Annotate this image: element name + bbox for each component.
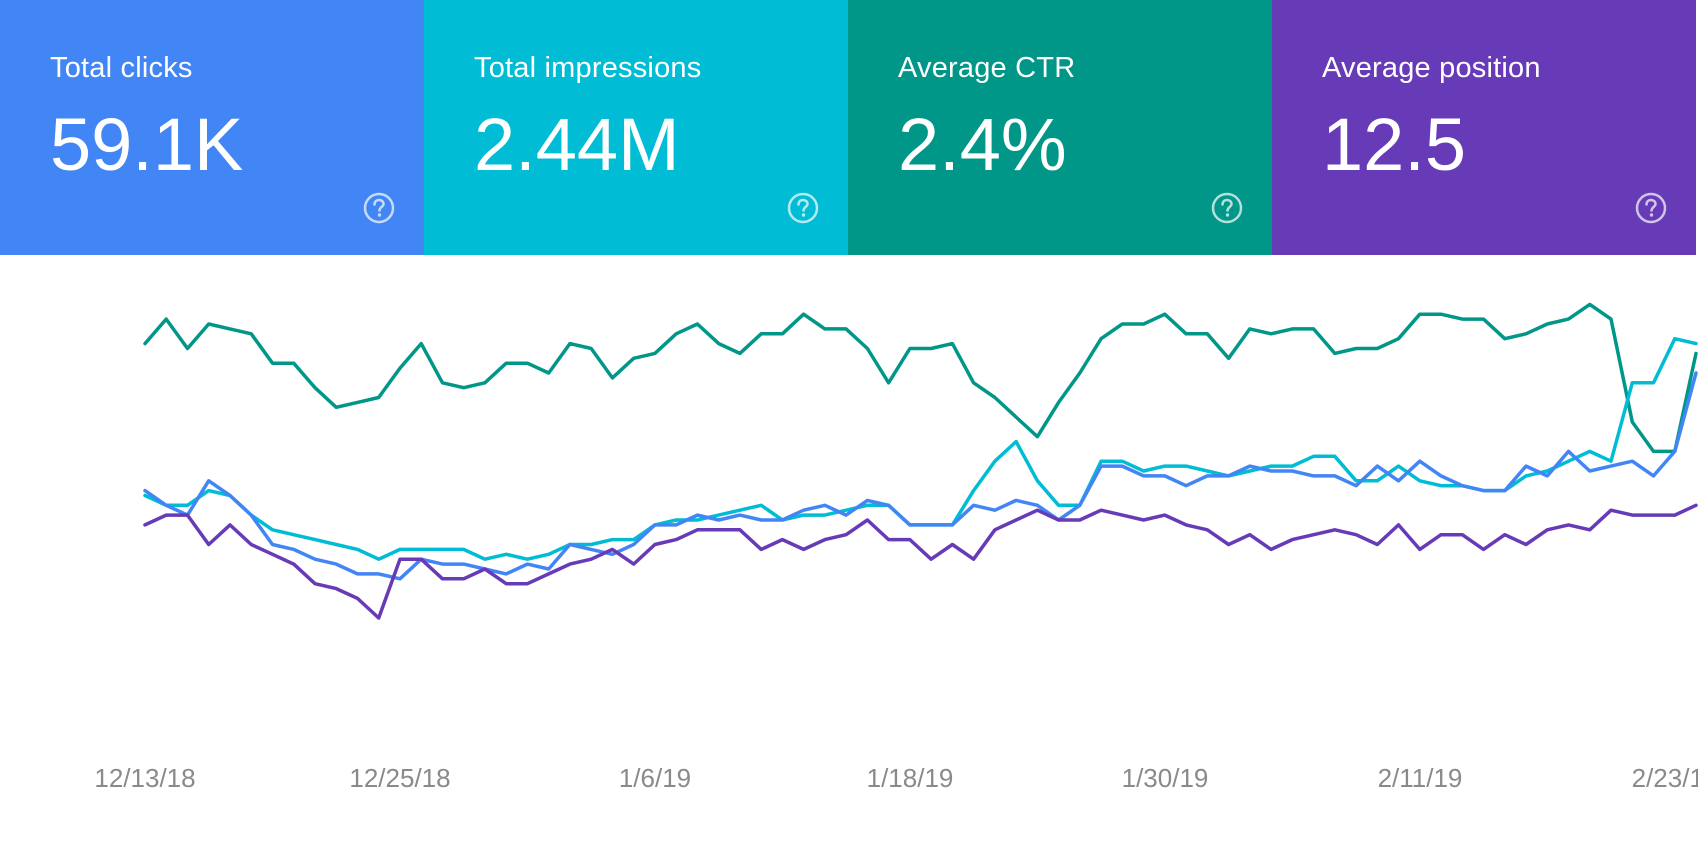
metric-cards: Total clicks 59.1K Total impressions 2.4… <box>0 0 1696 255</box>
help-circle-icon[interactable] <box>362 191 396 225</box>
x-tick-label: 2/23/19 <box>1632 763 1698 793</box>
series-line-average-ctr <box>143 302 1698 454</box>
help-circle-icon[interactable] <box>1210 191 1244 225</box>
card-value: 59.1K <box>50 103 244 186</box>
performance-chart[interactable]: 12/13/18 12/25/18 1/6/19 1/18/19 1/30/19 2/11… <box>0 255 1698 843</box>
card-label: Total clicks <box>50 52 193 84</box>
card-label: Total impressions <box>474 52 702 84</box>
x-tick-label: 1/30/19 <box>1122 763 1209 793</box>
card-value: 2.4% <box>898 103 1067 186</box>
help-circle-icon[interactable] <box>786 191 820 225</box>
card-label: Average position <box>1322 52 1541 84</box>
card-average-position[interactable]: Average position 12.5 <box>1272 0 1696 255</box>
card-average-ctr[interactable]: Average CTR 2.4% <box>848 0 1272 255</box>
help-circle-icon[interactable] <box>1634 191 1668 225</box>
x-tick-label: 12/25/18 <box>349 763 450 793</box>
performance-chart-svg: 12/13/18 12/25/18 1/6/19 1/18/19 1/30/19 2/11… <box>94 302 1698 793</box>
card-total-clicks[interactable]: Total clicks 59.1K <box>0 0 424 255</box>
x-tick-label: 2/11/19 <box>1378 763 1463 793</box>
series-line-total-clicks <box>143 371 1698 581</box>
card-value: 12.5 <box>1322 103 1467 186</box>
card-value: 2.44M <box>474 103 680 186</box>
x-tick-label: 1/18/19 <box>867 763 954 793</box>
card-label: Average CTR <box>898 52 1076 84</box>
series-line-average-position <box>143 503 1698 620</box>
card-total-impressions[interactable]: Total impressions 2.44M <box>424 0 848 255</box>
x-tick-label: 1/6/19 <box>619 763 691 793</box>
x-tick-label: 12/13/18 <box>94 763 195 793</box>
